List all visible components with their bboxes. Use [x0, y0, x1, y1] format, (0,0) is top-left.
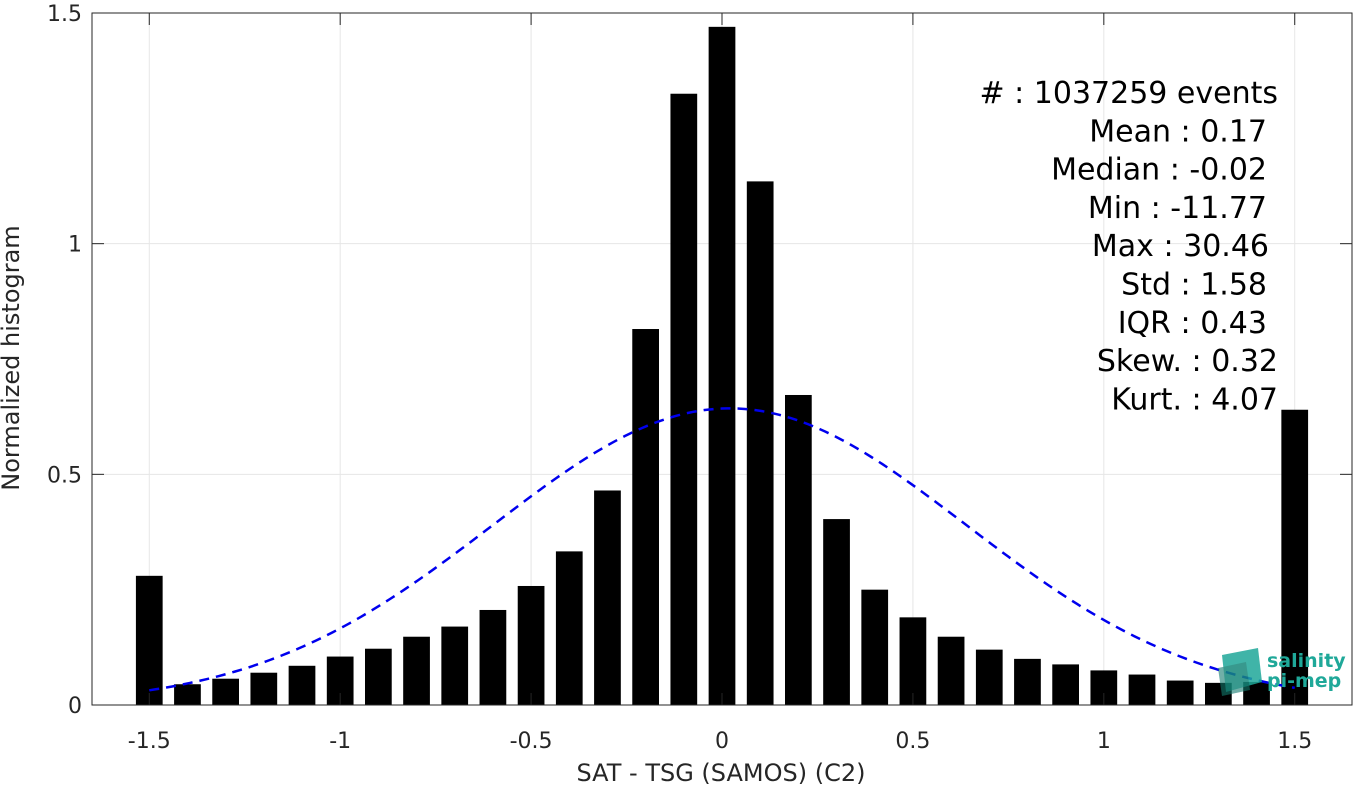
histogram-bar — [365, 648, 392, 705]
histogram-bar — [212, 678, 239, 705]
y-tick-label: 1 — [68, 233, 82, 258]
x-tick-label: -0.5 — [510, 729, 553, 754]
x-tick-label: -1.5 — [128, 729, 171, 754]
histogram-bar — [785, 394, 812, 705]
histogram-bar — [1166, 680, 1194, 705]
stats-line: Min : -11.77 — [1088, 191, 1267, 226]
x-tick-label: -1 — [329, 729, 351, 754]
x-tick-label: 0.5 — [895, 729, 930, 754]
x-tick-label: 0 — [715, 729, 729, 754]
stats-line: Kurt. : 4.07 — [1111, 382, 1278, 417]
x-tick-label: 1 — [1097, 729, 1111, 754]
y-axis-label: Normalized histogram — [0, 225, 25, 490]
histogram-bar — [1014, 658, 1041, 705]
salinity-pimep-logo: salinity pi-mep — [1218, 648, 1346, 696]
histogram-bar — [937, 636, 965, 705]
stats-line: Median : -0.02 — [1051, 153, 1267, 188]
histogram-bar — [899, 617, 927, 705]
histogram-bar — [1052, 664, 1079, 705]
stats-line: Max : 30.46 — [1092, 229, 1269, 264]
histogram-bar — [1281, 409, 1309, 705]
fit-curve-layer — [149, 407, 1295, 692]
histogram-bar — [174, 684, 201, 705]
stats-line: IQR : 0.43 — [1118, 306, 1267, 341]
histogram-bar — [517, 585, 545, 705]
histogram-bar — [861, 589, 889, 705]
histogram-bar — [823, 519, 850, 705]
histogram-bar — [479, 609, 507, 705]
histogram-bar — [670, 93, 698, 705]
histogram-bar — [594, 490, 621, 705]
histogram-bar — [746, 181, 774, 706]
histogram-bar — [975, 649, 1003, 705]
histogram-bar — [135, 575, 163, 705]
histogram-bar — [1243, 681, 1270, 705]
stats-line: Skew. : 0.32 — [1097, 344, 1278, 379]
stats-line: Std : 1.58 — [1121, 268, 1267, 303]
histogram-bar — [288, 665, 316, 705]
logo-line1: salinity — [1267, 650, 1346, 672]
histogram-bar — [441, 626, 469, 705]
stats-line: # : 1037259 events — [979, 76, 1278, 111]
histogram-bar — [708, 26, 736, 705]
x-axis-label: SAT - TSG (SAMOS) (C2) — [577, 759, 866, 785]
ticks-layer: -1.5 -1 -0.5 0 0.5 1 1.5 0 0.5 1 1.5 — [47, 2, 1352, 754]
gaussian-fit-curve — [149, 407, 1295, 692]
histogram-bar — [403, 636, 430, 705]
y-tick-label: 0.5 — [47, 463, 82, 488]
histogram-bar — [1128, 674, 1156, 705]
histogram-bar — [632, 329, 659, 705]
x-tick-label: 1.5 — [1277, 729, 1312, 754]
histogram-bar — [555, 551, 583, 705]
logo-line2: pi-mep — [1267, 670, 1341, 692]
stats-line: Mean : 0.17 — [1089, 114, 1267, 149]
bars-layer — [135, 26, 1309, 706]
histogram-bar — [250, 672, 278, 705]
y-tick-label: 1.5 — [47, 2, 82, 27]
logo-mark-icon — [1218, 648, 1262, 696]
y-tick-label: 0 — [68, 694, 82, 719]
